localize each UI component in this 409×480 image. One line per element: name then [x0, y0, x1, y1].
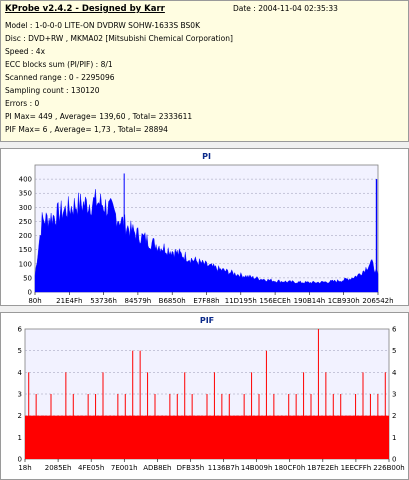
- scan-date: Date : 2004-11-04 02:35:33: [233, 4, 338, 13]
- pif-x-tick-label-7: 14B009h: [241, 464, 273, 472]
- pif-y-tick-label-6: 6: [18, 326, 23, 334]
- pif-y-tick-label-3: 3: [18, 391, 22, 399]
- info-scanned-range: Scanned range : 0 - 2295096: [5, 73, 115, 82]
- pi-x-tick-label-5: E7F88h: [193, 297, 219, 305]
- pif-chart-panel: PIF 0 1 2 3 4 5 6 18h 2085Eh 4FE05h 7E001h ADB8Eh DFB…: [0, 312, 409, 480]
- pi-x-tick-label-1: 21E4Fh: [56, 297, 82, 305]
- pif-right-tick-label-4: 4: [392, 369, 397, 377]
- pi-x-tick-label-4: B6850h: [159, 297, 186, 305]
- pi-y-tick-label-5: 250: [19, 218, 32, 226]
- pi-chart: PI 0 50 100 150 200 250 300 350 400 80h 21E4Fh 53736…: [19, 152, 394, 305]
- pi-x-tick-label-8: 190B14h: [294, 297, 326, 305]
- pif-x-tick-label-3: 7E001h: [111, 464, 138, 472]
- pi-y-tick-label-8: 400: [19, 176, 32, 184]
- pif-right-tick-label-6: 6: [392, 326, 397, 334]
- pi-x-tick-label-0: 80h: [28, 297, 41, 305]
- pif-x-tick-label-11: 226B00h: [373, 464, 405, 472]
- pi-x-tick-label-10: 206542h: [362, 297, 393, 305]
- pif-x-tick-label-2: 4FE05h: [78, 464, 104, 472]
- pif-chart-title: PIF: [200, 316, 214, 325]
- pif-x-tick-label-5: DFB35h: [177, 464, 205, 472]
- pi-y-tick-label-6: 300: [19, 204, 32, 212]
- pif-x-tick-label-6: 1136B7h: [208, 464, 240, 472]
- pi-y-tick-label-2: 100: [19, 260, 32, 268]
- pif-x-tick-label-4: ADB8Eh: [143, 464, 171, 472]
- pif-y-tick-label-0: 0: [18, 456, 22, 464]
- pif-right-tick-label-1: 1: [392, 434, 396, 442]
- pi-y-tick-label-4: 200: [19, 232, 32, 240]
- pif-x-tick-label-10: 1EECFFh: [341, 464, 372, 472]
- pif-y-tick-label-2: 2: [18, 412, 22, 420]
- pif-y-tick-label-4: 4: [18, 369, 23, 377]
- pi-y-tick-label-1: 50: [23, 274, 32, 282]
- info-panel: KProbe v2.4.2 - Designed by Karr Date : …: [0, 0, 409, 142]
- pif-chart: PIF 0 1 2 3 4 5 6 18h 2085Eh 4FE05h 7E001h ADB8Eh DFB…: [18, 316, 405, 472]
- pif-x-tick-label-1: 2085Eh: [45, 464, 72, 472]
- pi-y-tick-label-0: 0: [28, 289, 32, 297]
- pif-x-tick-label-8: 180CF0h: [274, 464, 305, 472]
- pi-x-tick-label-9: 1CB930h: [328, 297, 360, 305]
- pif-y-tick-label-5: 5: [18, 347, 22, 355]
- info-sampling-count: Sampling count : 130120: [5, 86, 100, 95]
- pi-chart-panel: PI 0 50 100 150 200 250 300 350 400 80h 21E4Fh 53736…: [0, 148, 409, 306]
- pi-chart-title: PI: [202, 152, 211, 161]
- pi-x-tick-label-7: 156ECEh: [259, 297, 291, 305]
- app-title: KProbe v2.4.2 - Designed by Karr: [5, 4, 165, 14]
- pif-y-tick-label-1: 1: [18, 434, 22, 442]
- pif-x-tick-label-0: 18h: [18, 464, 31, 472]
- info-pi-stats: PI Max= 449 , Average= 139,60 , Total= 2…: [5, 112, 193, 121]
- pif-x-tick-label-9: 1B7E2Eh: [307, 464, 338, 472]
- pif-right-tick-label-3: 3: [392, 391, 396, 399]
- pi-x-tick-label-2: 53736h: [90, 297, 117, 305]
- info-speed: Speed : 4x: [5, 47, 46, 56]
- pi-x-tick-label-6: 11D195h: [225, 297, 257, 305]
- pi-y-tick-label-3: 150: [19, 246, 32, 254]
- pi-x-tick-label-3: 84579h: [125, 297, 152, 305]
- info-ecc-blocks: ECC blocks sum (PI/PIF) : 8/1: [5, 60, 113, 69]
- info-disc: Disc : DVD+RW , MKMA02 [Mitsubishi Chemi…: [5, 34, 233, 43]
- pi-series-area: [34, 189, 379, 293]
- pif-right-tick-label-2: 2: [392, 412, 396, 420]
- pif-right-tick-label-0: 0: [392, 456, 396, 464]
- info-errors: Errors : 0: [5, 99, 40, 108]
- info-model: Model : 1-0-0-0 LITE-ON DVDRW SOHW-1633S…: [5, 21, 200, 30]
- info-pif-stats: PIF Max= 6 , Average= 1,73 , Total= 2889…: [5, 125, 168, 134]
- pi-y-tick-label-7: 350: [19, 190, 32, 198]
- pif-right-tick-label-5: 5: [392, 347, 396, 355]
